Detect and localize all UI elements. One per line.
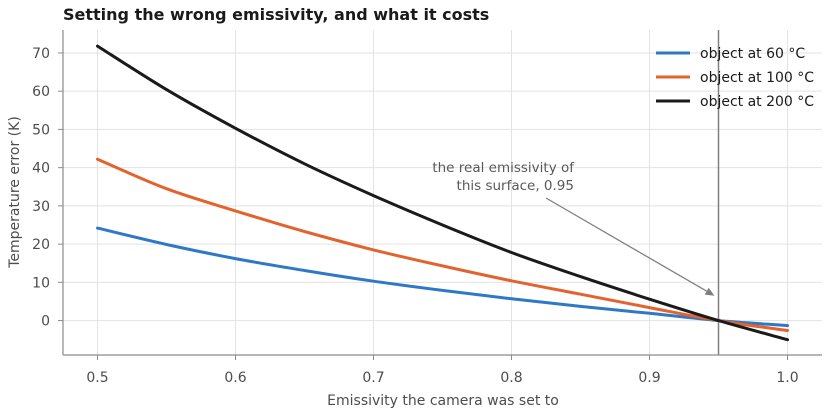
y-tick-label: 60 [32, 84, 50, 100]
legend-label-0: object at 60 °C [700, 46, 805, 62]
series-line-0 [96, 226, 789, 328]
annotation-arrowhead [704, 287, 715, 296]
legend: object at 60 °C object at 100 °C object at… [656, 46, 814, 110]
x-tick-label: 0.8 [500, 370, 522, 386]
legend-label-1: object at 100 °C [700, 70, 814, 86]
y-tick-label: 40 [32, 161, 50, 177]
grid [63, 30, 822, 355]
series-lines [96, 44, 789, 342]
x-ticks: 0.5 0.6 0.7 0.8 0.9 1.0 [86, 355, 799, 386]
legend-label-2: object at 200 °C [700, 94, 814, 110]
annotation: the real emissivity of this surface, 0.9… [432, 160, 715, 296]
x-tick-label: 0.9 [638, 370, 660, 386]
y-tick-label: 20 [32, 237, 50, 253]
x-tick-label: 0.7 [362, 370, 384, 386]
annotation-line-2: this surface, 0.95 [457, 178, 574, 194]
y-tick-label: 30 [32, 199, 50, 215]
annotation-arrow [545, 197, 708, 292]
y-tick-label: 50 [32, 122, 50, 138]
y-tick-label: 0 [41, 314, 50, 330]
x-tick-label: 0.5 [86, 370, 108, 386]
annotation-line-1: the real emissivity of [432, 160, 575, 176]
y-axis-label: Temperature error (K) [7, 116, 23, 269]
series-line-2 [96, 44, 789, 342]
y-tick-label: 70 [32, 46, 50, 62]
x-axis-label: Emissivity the camera was set to [327, 393, 559, 409]
y-ticks: 0 10 20 30 40 50 60 70 [32, 46, 63, 330]
y-tick-label: 10 [32, 275, 50, 291]
series-line-1 [96, 157, 789, 332]
x-tick-label: 0.6 [224, 370, 246, 386]
chart-title: Setting the wrong emissivity, and what i… [63, 5, 489, 24]
x-tick-label: 1.0 [776, 370, 798, 386]
